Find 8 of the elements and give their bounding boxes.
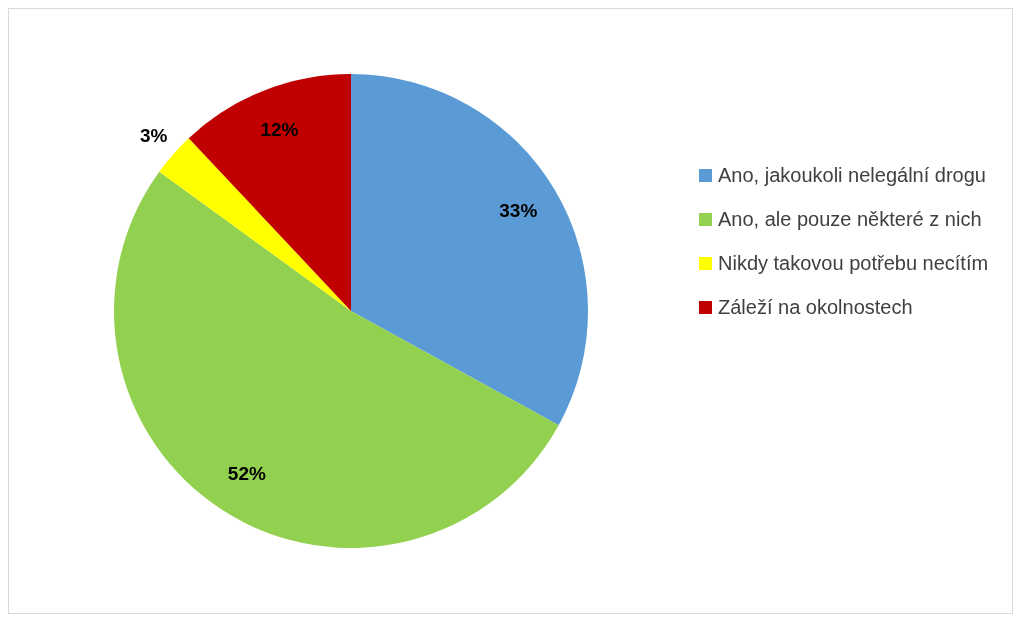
legend-label: Nikdy takovou potřebu necítím bbox=[718, 251, 989, 276]
data-label: 52% bbox=[227, 463, 266, 485]
legend-label: Ano, ale pouze některé z nich bbox=[718, 207, 982, 232]
data-label: 33% bbox=[499, 200, 538, 222]
data-label: 3% bbox=[139, 125, 168, 147]
legend-label: Ano, jakoukoli nelegální drogu bbox=[718, 163, 986, 188]
data-label: 12% bbox=[260, 118, 299, 140]
legend-label: Záleží na okolnostech bbox=[718, 295, 913, 320]
